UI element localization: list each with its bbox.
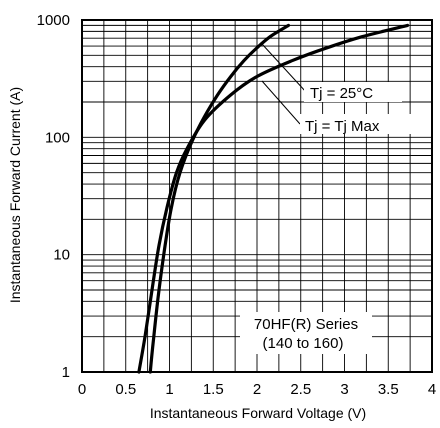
y-tick-label: 1 bbox=[62, 364, 70, 381]
annotation-leader-tjmax bbox=[261, 80, 301, 125]
y-tick-labels: 1 10 100 1000 bbox=[37, 12, 70, 381]
x-tick-label: 2.5 bbox=[290, 381, 311, 398]
y-tick-label: 10 bbox=[53, 247, 70, 264]
x-tick-label: 1.5 bbox=[203, 381, 224, 398]
y-tick-label: 1000 bbox=[37, 12, 70, 29]
x-tick-label: 2 bbox=[253, 381, 261, 398]
x-tick-label: 4 bbox=[428, 381, 436, 398]
annotation-bg-tj25 bbox=[304, 82, 402, 102]
x-tick-label: 3.5 bbox=[378, 381, 399, 398]
x-tick-label: 0 bbox=[78, 381, 86, 398]
x-tick-labels: 0 0.5 1 1.5 2 2.5 3 3.5 4 bbox=[78, 381, 436, 398]
annotation-leader-tj25 bbox=[261, 43, 307, 93]
y-tick-label: 100 bbox=[45, 129, 70, 146]
annotation-bg-series bbox=[240, 312, 372, 354]
y-axis-label: Instantaneous Forward Current (A) bbox=[7, 87, 23, 303]
x-tick-label: 3 bbox=[340, 381, 348, 398]
series-line-tj-max bbox=[137, 23, 410, 374]
annotation-series-range: (140 to 160) bbox=[263, 335, 344, 352]
x-axis-label: Instantaneous Forward Voltage (V) bbox=[150, 405, 366, 421]
annotation-tjmax: Tj = Tj Max bbox=[305, 118, 380, 135]
x-tick-label: 0.5 bbox=[115, 381, 136, 398]
annotation-bg-tjmax bbox=[300, 114, 422, 134]
annotations: Tj = 25°C Tj = Tj Max 70HF(R) Series (14… bbox=[240, 43, 422, 354]
annotation-tj25: Tj = 25°C bbox=[310, 85, 373, 102]
curves bbox=[137, 23, 410, 374]
x-tick-label: 1 bbox=[165, 381, 173, 398]
plot-frame bbox=[81, 19, 433, 373]
annotation-series-name: 70HF(R) Series bbox=[254, 316, 358, 333]
